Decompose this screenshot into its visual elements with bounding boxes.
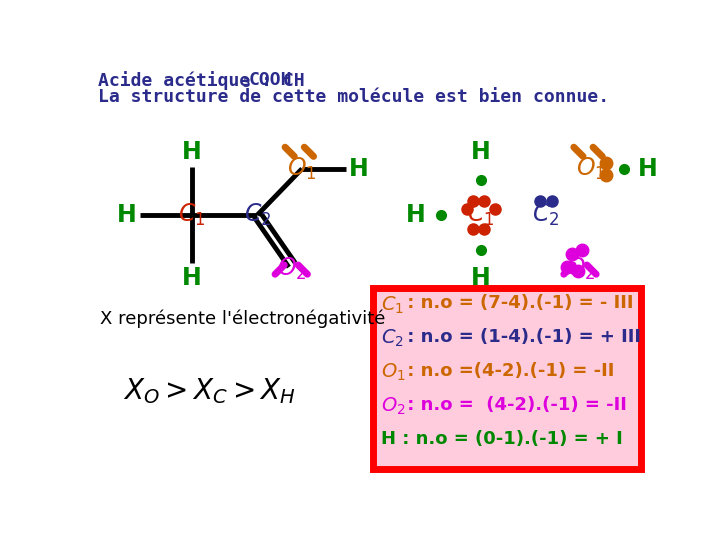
Text: : n.o = (1-4).(-1) = + III: : n.o = (1-4).(-1) = + III (400, 328, 641, 346)
Text: $C_2$: $C_2$ (532, 202, 559, 228)
Text: H: H (117, 203, 137, 227)
Text: X représente l'électronégativité: X représente l'électronégativité (99, 309, 385, 328)
Text: H: H (471, 140, 490, 164)
Text: $C_2$: $C_2$ (243, 202, 271, 228)
Text: : n.o = (7-4).(-1) = - III: : n.o = (7-4).(-1) = - III (400, 294, 633, 312)
Text: H: H (405, 203, 426, 227)
Text: : n.o =  (4-2).(-1) = -II: : n.o = (4-2).(-1) = -II (400, 396, 626, 414)
FancyBboxPatch shape (373, 288, 641, 469)
Text: H: H (182, 140, 202, 164)
Text: La structure de cette molécule est bien connue.: La structure de cette molécule est bien … (98, 88, 609, 106)
Text: : n.o =(4-2).(-1) = -II: : n.o =(4-2).(-1) = -II (400, 362, 614, 380)
Text: $C_1$: $C_1$ (381, 294, 403, 315)
Text: H: H (471, 266, 490, 290)
Text: $C_2$: $C_2$ (381, 328, 403, 349)
Text: $O_2$: $O_2$ (277, 256, 307, 282)
Text: H: H (182, 266, 202, 290)
Text: $O_2$: $O_2$ (566, 256, 595, 282)
Text: $O_1$: $O_1$ (576, 156, 606, 182)
Text: $O_1$: $O_1$ (287, 156, 317, 182)
Text: $X_O > X_C > X_H$: $X_O > X_C > X_H$ (122, 377, 295, 407)
Text: $C_1$: $C_1$ (179, 202, 206, 228)
Text: COOH: COOH (249, 71, 292, 89)
Text: $C_1$: $C_1$ (467, 202, 495, 228)
Text: H: H (638, 157, 657, 181)
Text: 3: 3 (243, 77, 251, 90)
Text: Acide acétique : CH: Acide acétique : CH (98, 71, 305, 90)
Text: $O_1$: $O_1$ (381, 362, 405, 383)
Text: H: H (349, 157, 369, 181)
Text: $O_2$: $O_2$ (381, 396, 405, 417)
Text: H : n.o = (0-1).(-1) = + I: H : n.o = (0-1).(-1) = + I (381, 430, 622, 448)
